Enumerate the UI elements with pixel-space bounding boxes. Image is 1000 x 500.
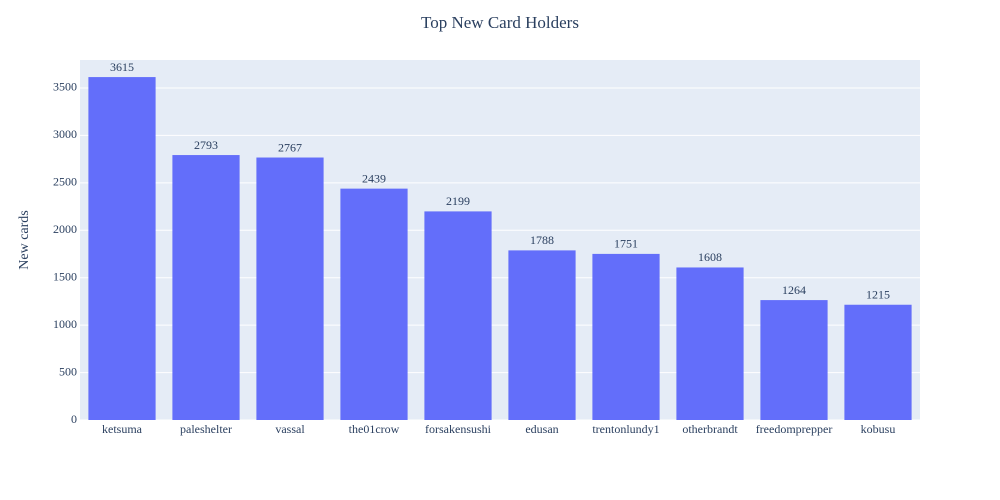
x-tick-label: ketsuma — [102, 422, 143, 436]
y-tick-label: 3500 — [53, 80, 77, 94]
bar — [256, 157, 324, 420]
data-label: 1264 — [782, 283, 806, 297]
x-tick-label: otherbrandt — [682, 422, 738, 436]
y-tick-label: 2000 — [53, 222, 77, 236]
data-label: 2793 — [194, 138, 218, 152]
y-tick-label: 3000 — [53, 127, 77, 141]
y-tick-label: 2500 — [53, 175, 77, 189]
data-label: 1608 — [698, 250, 722, 264]
bar — [88, 77, 156, 420]
chart-title: Top New Card Holders — [421, 13, 579, 32]
x-tick-label: freedomprepper — [756, 422, 833, 436]
x-tick-label: forsakensushi — [425, 422, 492, 436]
data-label: 2199 — [446, 194, 470, 208]
x-tick-label: kobusu — [861, 422, 896, 436]
bar — [676, 267, 744, 420]
x-tick-label: vassal — [275, 422, 305, 436]
bar — [508, 250, 576, 420]
data-label: 2767 — [278, 140, 302, 154]
y-tick-label: 0 — [71, 412, 77, 426]
bar — [760, 300, 828, 420]
y-axis-title: New cards — [17, 210, 32, 269]
x-tick-label: edusan — [525, 422, 558, 436]
y-tick-label: 500 — [59, 364, 77, 378]
x-tick-label: paleshelter — [180, 422, 232, 436]
x-tick-label: trentonlundy1 — [592, 422, 659, 436]
data-label: 1788 — [530, 233, 554, 247]
bar — [844, 304, 912, 420]
bar — [592, 253, 660, 420]
y-tick-label: 1500 — [53, 269, 77, 283]
data-label: 1215 — [866, 287, 890, 301]
bar — [172, 155, 240, 420]
data-label: 3615 — [110, 60, 134, 74]
y-tick-label: 1000 — [53, 317, 77, 331]
data-label: 1751 — [614, 237, 638, 251]
data-label: 2439 — [362, 171, 386, 185]
bar — [340, 188, 408, 420]
x-tick-label: the01crow — [349, 422, 400, 436]
bar — [424, 211, 492, 420]
